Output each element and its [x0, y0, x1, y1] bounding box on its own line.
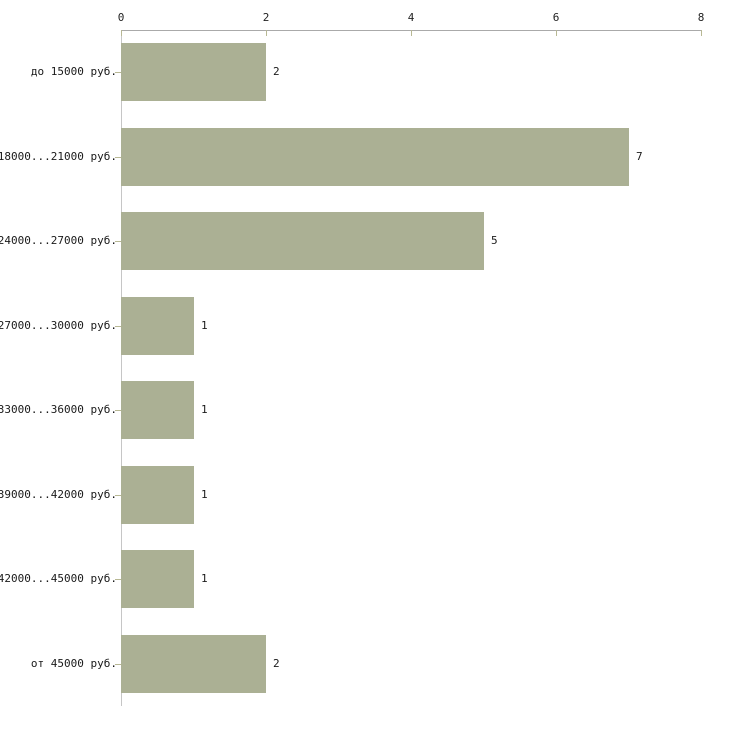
x-tick-mark [701, 30, 702, 36]
x-tick-label: 2 [262, 11, 270, 24]
y-tick-mark [115, 410, 121, 411]
x-tick-mark [411, 30, 412, 36]
y-tick-mark [115, 326, 121, 327]
category-label: 24000...27000 руб. [0, 234, 117, 247]
x-tick-label: 4 [407, 11, 415, 24]
y-tick-mark [115, 495, 121, 496]
x-tick-label: 8 [697, 11, 705, 24]
category-label: 33000...36000 руб. [0, 403, 117, 416]
bar[interactable] [121, 550, 194, 608]
y-tick-mark [115, 579, 121, 580]
category-label: до 15000 руб. [30, 65, 117, 78]
x-tick-mark [556, 30, 557, 36]
bar[interactable] [121, 466, 194, 524]
bar[interactable] [121, 635, 266, 693]
bar-value-label: 1 [201, 572, 208, 585]
y-tick-mark [115, 241, 121, 242]
bar-value-label: 5 [491, 234, 498, 247]
bar[interactable] [121, 43, 266, 101]
bar-value-label: 1 [201, 319, 208, 332]
y-tick-mark [115, 664, 121, 665]
bar[interactable] [121, 128, 629, 186]
bar[interactable] [121, 297, 194, 355]
bar-value-label: 2 [273, 65, 280, 78]
y-tick-mark [115, 157, 121, 158]
category-label: 42000...45000 руб. [0, 572, 117, 585]
category-label: от 45000 руб. [30, 657, 117, 670]
bar[interactable] [121, 381, 194, 439]
y-axis-line [121, 30, 122, 706]
x-tick-label: 0 [117, 11, 125, 24]
x-tick-label: 6 [552, 11, 560, 24]
category-label: 18000...21000 руб. [0, 150, 117, 163]
bar-value-label: 2 [273, 657, 280, 670]
bar-value-label: 1 [201, 403, 208, 416]
bar[interactable] [121, 212, 484, 270]
x-tick-mark [121, 30, 122, 36]
category-label: 27000...30000 руб. [0, 319, 117, 332]
bar-value-label: 7 [636, 150, 643, 163]
bar-value-label: 1 [201, 488, 208, 501]
x-tick-mark [266, 30, 267, 36]
y-tick-mark [115, 72, 121, 73]
category-label: 39000...42000 руб. [0, 488, 117, 501]
